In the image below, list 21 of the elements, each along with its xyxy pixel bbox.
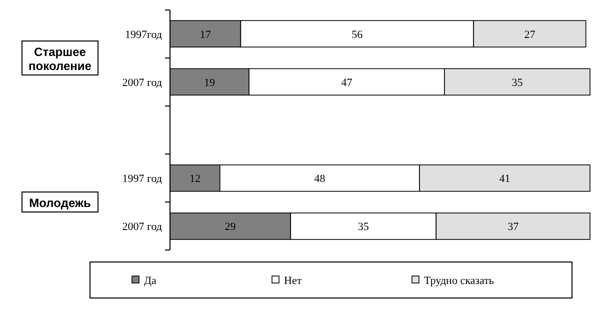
data-label: 29 [224, 221, 236, 234]
data-label: 35 [512, 76, 524, 89]
data-label: 56 [352, 28, 364, 41]
data-label: 19 [204, 76, 216, 89]
data-label: 27 [524, 28, 536, 41]
y-tick-label: 2007 год [122, 76, 162, 89]
y-tick-label: 1997год [124, 28, 162, 41]
text: Молодежь [29, 196, 91, 210]
legend-label: Трудно сказать [424, 275, 494, 287]
legend-label: Нет [284, 275, 302, 287]
data-label: 48 [314, 173, 326, 186]
data-label: 37 [508, 221, 520, 234]
data-label: 41 [499, 173, 510, 186]
y-tick-label: 2007 год [122, 221, 162, 234]
text: Старшее поколение [28, 45, 92, 73]
data-label: 12 [189, 173, 200, 186]
y-tick-label: 1997 год [122, 173, 162, 186]
data-label: 47 [341, 76, 353, 89]
data-label: 17 [200, 28, 212, 41]
legend-label: Да [144, 275, 157, 287]
data-label: 35 [358, 221, 370, 234]
